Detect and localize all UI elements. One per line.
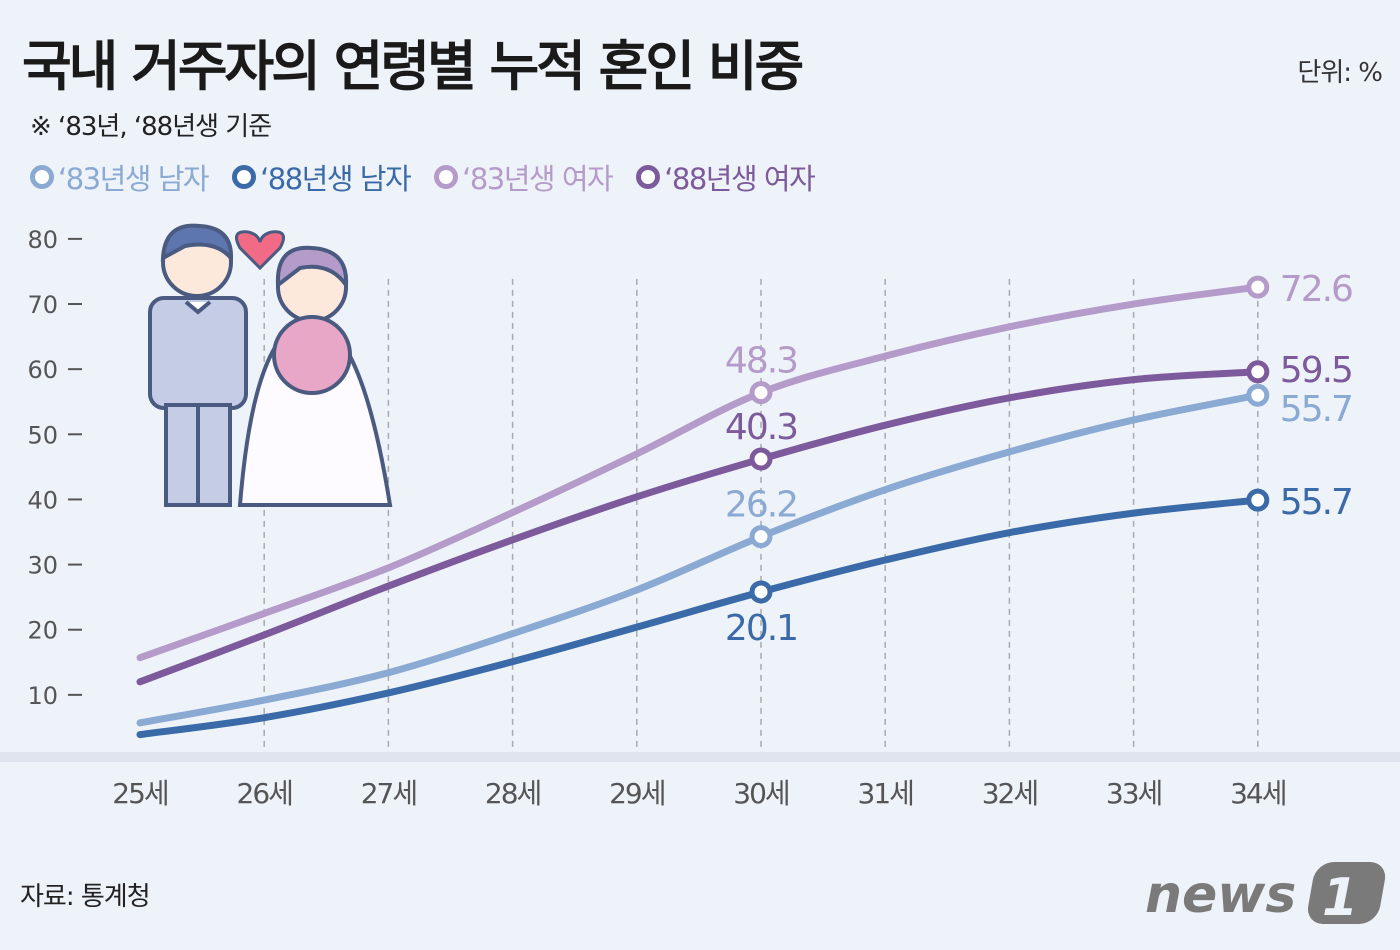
x-tick-label: 28세: [485, 777, 540, 810]
note: ※ ‘83년, ‘88년생 기준: [30, 112, 272, 142]
unit-label: 단위: %: [1297, 58, 1383, 88]
y-tick-label: 40: [27, 486, 58, 514]
ring-icon: [434, 165, 459, 189]
legend-label: ‘88년생 남자: [260, 162, 412, 196]
legend-label: ‘83년생 여자: [462, 162, 614, 196]
data-label: 20.1: [725, 608, 797, 649]
y-tick-label: 30: [27, 552, 58, 580]
couple-illustration: [148, 223, 393, 507]
series-line: [136, 391, 1262, 727]
page-title: 국내 거주자의 연령별 누적 혼인 비중: [22, 35, 804, 98]
y-tick-label: 80: [27, 226, 58, 254]
x-tick-label: 26세: [237, 777, 292, 810]
y-tick-label: 70: [27, 291, 58, 319]
data-label: 26.2: [725, 485, 797, 526]
x-tick-label: 30세: [733, 777, 788, 810]
data-point: [1246, 275, 1270, 299]
x-tick-label: 34세: [1230, 777, 1285, 810]
data-point: [749, 381, 773, 405]
x-tick-label: 25세: [112, 777, 167, 810]
y-tick-label: 50: [27, 421, 58, 449]
data-point: [749, 580, 773, 604]
legend-item: ‘83년생 남자: [30, 156, 210, 198]
data-point: [749, 525, 773, 549]
x-axis-line: [0, 752, 1400, 762]
y-tick-label: 60: [27, 356, 58, 384]
data-point: [749, 447, 773, 471]
ring-icon: [636, 165, 661, 189]
legend-item: ‘88년생 여자: [636, 156, 816, 198]
data-label: 55.7: [1280, 482, 1352, 523]
legend-label: ‘88년생 여자: [664, 162, 816, 196]
data-label: 59.5: [1280, 350, 1352, 391]
series-line: [136, 368, 1262, 686]
y-tick-label: 20: [27, 617, 58, 645]
legend-label: ‘83년생 남자: [58, 162, 210, 196]
series-line: [136, 283, 1262, 662]
data-label: 48.3: [725, 341, 797, 382]
legend: ‘83년생 남자 ‘88년생 남자 ‘83년생 여자 ‘88년생 여자: [30, 156, 816, 198]
x-tick-label: 33세: [1106, 777, 1161, 810]
data-label: 55.7: [1280, 389, 1352, 430]
legend-item: ‘88년생 남자: [232, 156, 412, 198]
legend-item: ‘83년생 여자: [434, 156, 614, 198]
data-point: [1246, 383, 1270, 407]
source: 자료: 통계청: [20, 882, 151, 912]
data-point: [1246, 488, 1270, 512]
x-tick-label: 29세: [609, 777, 664, 810]
data-label: 72.6: [1280, 269, 1352, 310]
x-tick-label: 31세: [858, 777, 913, 810]
x-tick-label: 32세: [982, 777, 1037, 810]
y-tick-label: 10: [27, 682, 58, 710]
data-label: 40.3: [725, 407, 797, 448]
ring-icon: [232, 165, 257, 189]
data-point: [1246, 360, 1270, 384]
series-line: [136, 496, 1262, 739]
x-tick-label: 27세: [361, 777, 416, 810]
ring-icon: [30, 165, 54, 189]
